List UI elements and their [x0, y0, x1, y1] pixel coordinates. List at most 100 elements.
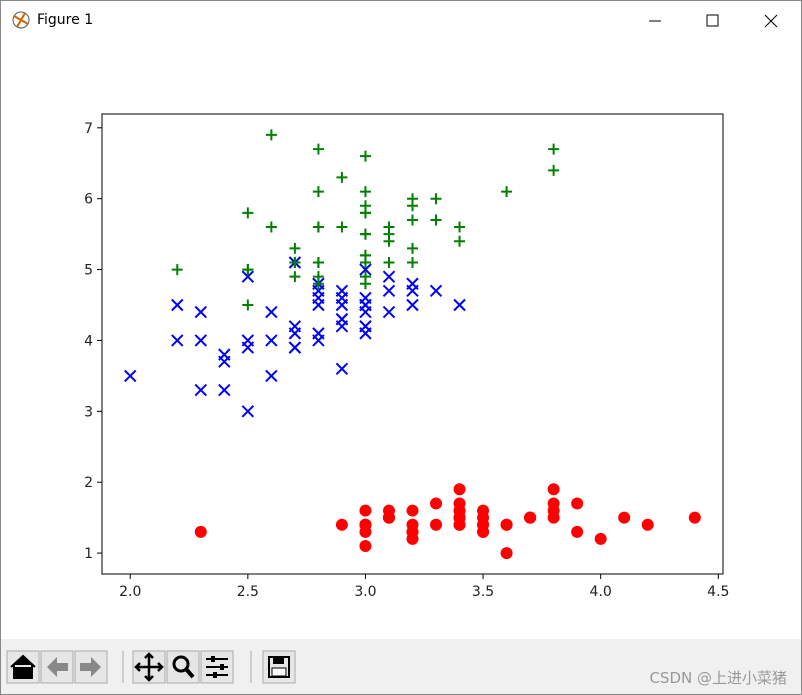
close-button[interactable] — [764, 14, 778, 28]
point — [407, 256, 418, 268]
toolbar-icons — [6, 650, 296, 684]
save-button[interactable] — [262, 650, 296, 684]
point — [454, 235, 466, 247]
point — [477, 504, 490, 517]
point — [477, 525, 490, 538]
point — [241, 334, 255, 347]
maximize-button[interactable] — [706, 14, 719, 27]
point — [359, 320, 372, 333]
point — [383, 221, 395, 233]
point — [524, 511, 537, 524]
point — [618, 511, 631, 524]
point — [359, 518, 372, 531]
point — [548, 164, 560, 176]
x-tick-label: 2.0 — [119, 584, 141, 600]
x-tick-label: 4.5 — [707, 584, 729, 600]
point — [382, 270, 396, 283]
point — [429, 284, 443, 298]
point — [336, 171, 348, 183]
point — [641, 518, 654, 531]
point — [289, 271, 301, 283]
point — [430, 497, 443, 510]
point — [242, 264, 254, 276]
point — [406, 277, 419, 290]
point — [335, 284, 349, 298]
point — [335, 518, 348, 531]
point — [548, 143, 560, 155]
point — [453, 511, 466, 524]
point — [430, 518, 443, 531]
y-tick-label: 6 — [84, 192, 93, 208]
back-button[interactable] — [40, 650, 74, 684]
x-tick-label: 4.0 — [590, 584, 612, 600]
point — [571, 497, 584, 510]
point — [312, 298, 325, 312]
point — [265, 369, 278, 383]
point — [335, 312, 349, 326]
pan-button[interactable] — [132, 650, 166, 684]
figure: 2.0 2.5 3.0 3.5 4.0 4.5 1 2 3 4 5 6 7 — [84, 113, 729, 600]
point — [241, 405, 255, 418]
y-tick-label: 3 — [84, 404, 93, 420]
forward-button[interactable] — [74, 650, 108, 684]
y-tick-label: 5 — [84, 263, 93, 279]
point — [124, 369, 137, 383]
point — [359, 291, 372, 305]
point — [501, 186, 513, 198]
point — [359, 278, 371, 290]
x-tick-label: 2.5 — [237, 584, 259, 600]
configure-button[interactable] — [200, 650, 234, 684]
point — [430, 193, 442, 205]
point — [547, 504, 560, 517]
point — [265, 129, 277, 141]
point — [194, 383, 208, 397]
point — [406, 504, 419, 517]
point — [383, 256, 395, 268]
point — [359, 228, 371, 240]
point — [288, 341, 302, 354]
point — [594, 532, 607, 545]
point — [454, 221, 466, 233]
point — [288, 320, 302, 333]
point — [407, 242, 418, 254]
point — [407, 214, 418, 226]
point — [407, 200, 418, 212]
point — [218, 383, 231, 397]
point — [359, 263, 372, 276]
point — [382, 284, 396, 298]
point — [242, 299, 254, 311]
point — [265, 334, 278, 347]
watermark: CSDN @上进小菜猪 — [649, 669, 787, 687]
point — [500, 518, 513, 531]
home-button[interactable] — [6, 650, 40, 684]
point — [242, 207, 254, 219]
point — [335, 362, 349, 376]
point — [383, 235, 395, 247]
point — [265, 305, 278, 319]
y-tick-label: 4 — [84, 333, 93, 349]
point — [382, 511, 395, 524]
point — [171, 298, 184, 312]
point — [312, 278, 324, 290]
point — [359, 504, 372, 517]
point — [406, 518, 419, 531]
axes-frame — [101, 113, 724, 575]
window-controls — [649, 14, 778, 28]
point — [336, 221, 348, 233]
point — [359, 540, 372, 553]
zoom-button[interactable] — [166, 650, 200, 684]
y-tick-label: 7 — [84, 121, 93, 137]
point — [312, 221, 324, 233]
point — [359, 207, 371, 219]
point — [312, 143, 324, 155]
point — [289, 256, 301, 268]
point — [241, 270, 255, 283]
point — [688, 511, 701, 524]
point — [289, 242, 301, 254]
point — [571, 525, 584, 538]
point — [359, 150, 371, 162]
point — [406, 298, 419, 312]
point — [382, 305, 396, 319]
point — [312, 327, 325, 340]
